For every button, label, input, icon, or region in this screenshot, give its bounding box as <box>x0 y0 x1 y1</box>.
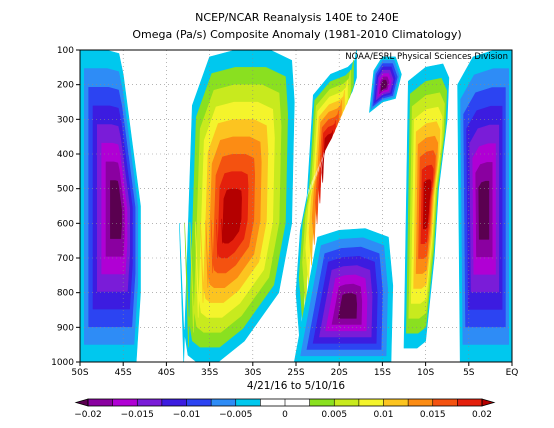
x-axis-label: 4/21/16 to 5/10/16 <box>247 380 345 392</box>
colorbar-segment <box>457 399 483 406</box>
colorbar-segment <box>235 399 261 406</box>
x-tick-label: EQ <box>506 368 519 378</box>
contour-positive-2-level-8 <box>422 179 432 230</box>
colorbar-segment <box>260 399 286 406</box>
colorbar-segment <box>186 399 212 406</box>
y-tick-label: 400 <box>57 150 74 160</box>
colorbar-tick-label: −0.005 <box>219 410 252 420</box>
colorbar-tick-label: −0.01 <box>173 410 201 420</box>
colorbar: −0.02 −0.015 −0.01 −0.005 0 0.005 0.01 0.015 0.0… <box>74 398 496 420</box>
colorbar-tick-label: −0.02 <box>74 410 102 420</box>
colorbar-segment <box>88 399 113 406</box>
colorbar-tick-label: 0.01 <box>373 410 393 420</box>
colorbar-tick-label: 0.02 <box>472 410 492 420</box>
x-tick-label: 35S <box>201 368 218 378</box>
x-axis: 50S 45S 40S 35S 30S 25S 20S 15S 10S 5S EQ <box>71 362 518 378</box>
x-tick-label: 25S <box>287 368 304 378</box>
x-tick-label: 10S <box>417 368 434 378</box>
x-tick-label: 5S <box>463 368 475 378</box>
contour-negative-4-level-7 <box>337 293 358 319</box>
colorbar-segment <box>211 399 237 406</box>
y-tick-label: 300 <box>57 115 74 125</box>
colorbar-max-triangle <box>481 398 496 407</box>
y-tick-label: 100 <box>57 46 74 56</box>
contour-negative-5-level-7 <box>478 180 490 240</box>
colorbar-segment <box>334 399 360 406</box>
y-tick-label: 500 <box>57 185 74 195</box>
credit-text: NOAA/ESRL Physical Sciences Division <box>345 52 508 62</box>
x-tick-label: 15S <box>374 368 391 378</box>
y-tick-label: 600 <box>57 219 74 229</box>
contour-positive-1-level-8 <box>321 130 333 183</box>
colorbar-segment <box>432 399 458 406</box>
x-tick-label: 50S <box>71 368 88 378</box>
x-tick-label: 40S <box>158 368 175 378</box>
y-axis: 100 200 300 400 500 600 700 800 900 1000 <box>51 46 80 368</box>
contour-positive-0-level-8 <box>221 188 242 244</box>
colorbar-tick-label: 0.015 <box>420 410 446 420</box>
colorbar-segment <box>408 399 434 406</box>
y-tick-label: 200 <box>57 81 74 91</box>
colorbar-segment <box>383 399 409 406</box>
colorbar-segment <box>137 399 163 406</box>
colorbar-tick-label: −0.015 <box>121 410 154 420</box>
colorbar-segment <box>285 399 310 406</box>
colorbar-min-triangle <box>74 398 89 407</box>
chart-title: NCEP/NCAR Reanalysis 140E to 240E <box>195 11 399 24</box>
y-tick-label: 800 <box>57 289 74 299</box>
grid-lines <box>80 50 512 362</box>
x-tick-label: 45S <box>115 368 132 378</box>
colorbar-segment <box>112 399 138 406</box>
x-tick-label: 30S <box>244 368 261 378</box>
y-tick-label: 900 <box>57 323 74 333</box>
contour-fields <box>80 50 512 362</box>
x-tick-label: 20S <box>331 368 348 378</box>
colorbar-segment <box>161 399 187 406</box>
y-tick-label: 1000 <box>51 358 74 368</box>
colorbar-segment <box>358 399 384 406</box>
colorbar-tick-label: 0.005 <box>321 410 347 420</box>
colorbar-tick-label: 0 <box>282 410 288 420</box>
y-tick-label: 700 <box>57 254 74 264</box>
contour-negative-3-level-7 <box>110 180 122 239</box>
colorbar-segment <box>309 399 335 406</box>
chart-subtitle: Omega (Pa/s) Composite Anomaly (1981-201… <box>132 28 461 41</box>
